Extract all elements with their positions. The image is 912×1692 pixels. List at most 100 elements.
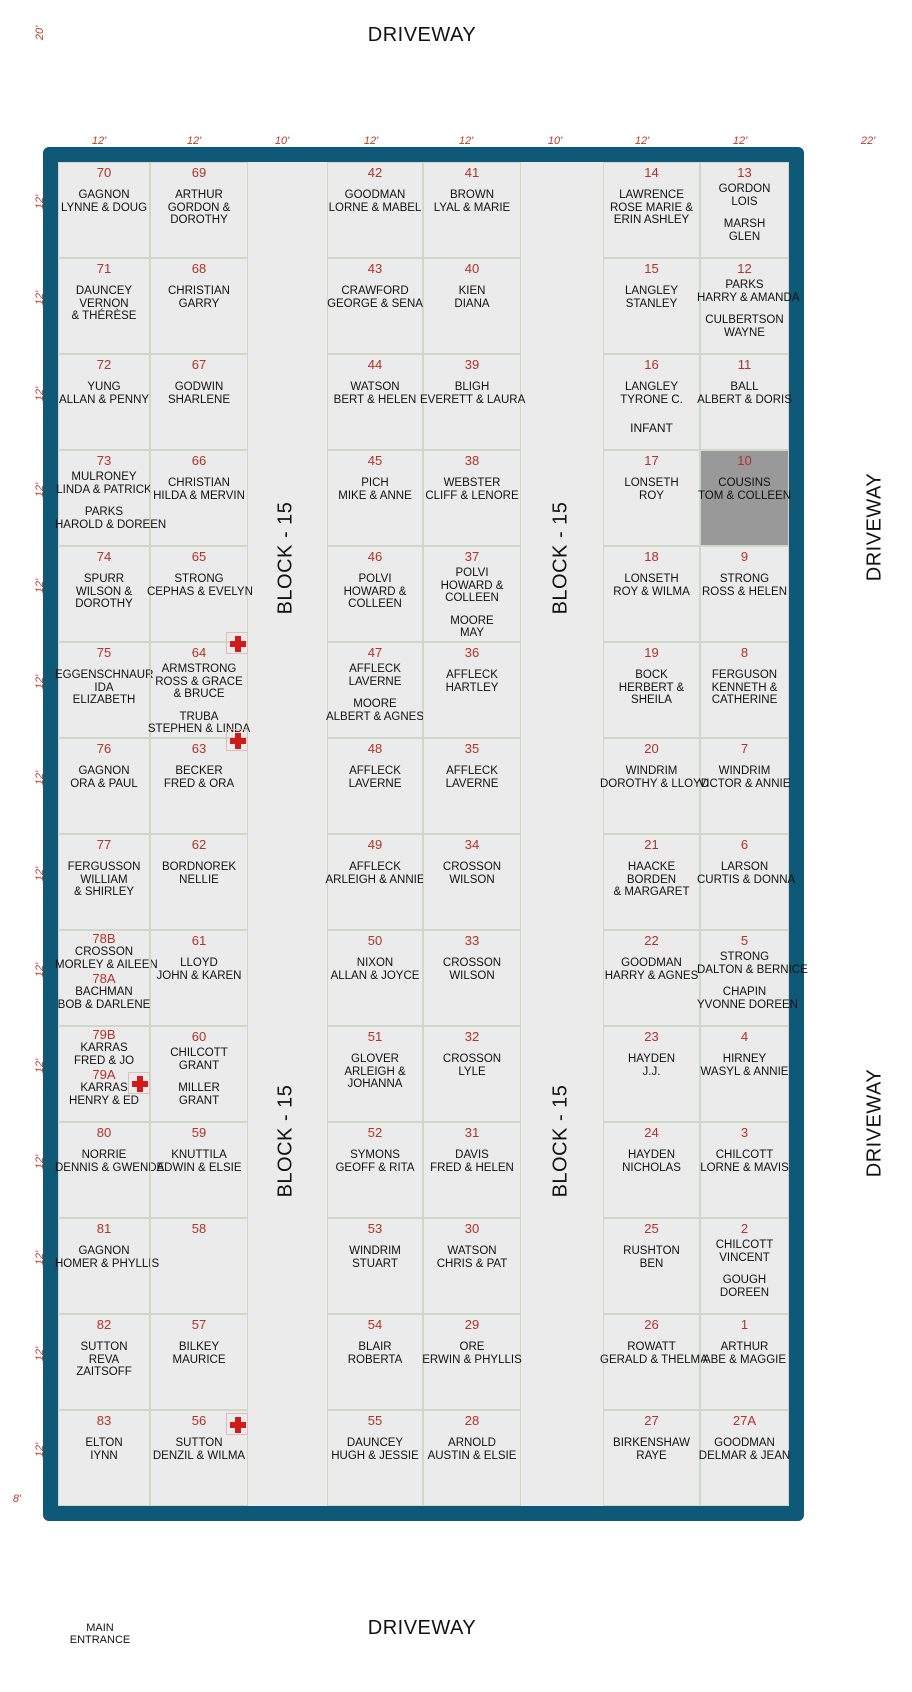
occupant-name: ORA & PAUL (70, 777, 138, 790)
occupant-name: GOODMAN (714, 1437, 775, 1449)
plot-26: 26 ROWATT GERALD & THELMA (600, 1314, 708, 1410)
plot-occupants: POLVI HOWARD & COLLEEN (324, 573, 426, 611)
plot-occupants: SUTTON DENZIL & WILMA (147, 1437, 251, 1462)
plot-22: 22 GOODMAN HARRY & AGNES (603, 930, 700, 1026)
plot-5: 5 STRONG DALTON & BERNICE CHAPIN YVONNE DORE… (697, 930, 808, 1026)
occupant-name: LYNNE & DOUG (60, 201, 148, 214)
occupant-name: DOROTHY (75, 598, 133, 610)
plot-69: 69 ARTHUR GORDON & DOROTHY (150, 162, 248, 258)
occupant-name: ROWATT (627, 1341, 676, 1353)
plot-number: 62 (191, 837, 207, 852)
driveway-bottom-label: DRIVEWAY (367, 1617, 477, 1639)
plot-number: 7 (740, 741, 749, 756)
occupant-name: WINDRIM (349, 1245, 401, 1257)
plot-occupants: BECKER FRED & ORA (147, 765, 251, 790)
plot-number: 64 (191, 645, 207, 660)
occupant-name: COUSINS (718, 477, 771, 489)
plot-occupants: PARKS HARRY & AMANDA CULBERTSON WAYNE (697, 279, 800, 339)
occupant-name: CRAWFORD (341, 285, 409, 297)
plot-occupants: ARMSTRONG ROSS & GRACE & BRUCE TRUBA STEPHEN… (147, 663, 251, 736)
plot-number: 47 (367, 645, 383, 660)
plot-number: 16 (644, 357, 659, 372)
occupant-name: GEOFF & RITA (335, 1161, 415, 1174)
occupant-name: ELIZABETH (72, 694, 136, 706)
plot-67: 67 GODWIN SHARLENE (150, 354, 248, 450)
plot-21: 21 HAACKE BORDEN & MARGARET (603, 834, 700, 930)
occupant-name: SUTTON (175, 1437, 223, 1449)
plot-number: 61 (191, 933, 207, 948)
plot-number: 76 (96, 741, 112, 756)
plot-71: 71 DAUNCEY VERNON & THÉRÈSE (58, 258, 150, 354)
plot-occupants: BLIGH EVERETT & LAURA (420, 381, 525, 406)
plot-number: 8 (740, 645, 749, 660)
occupant-name: HARRY & AMANDA (697, 291, 800, 304)
occupant-name: HILDA & MERVIN (153, 489, 245, 502)
plot-occupants: AFFLECK ARLEIGH & ANNIE (324, 861, 426, 886)
occupant-name: WILSON (449, 969, 495, 982)
plot-occupants: PICH MIKE & ANNE (324, 477, 426, 502)
occupant-name: FRED & ORA (163, 777, 235, 790)
plot-number-primary: 78B (92, 931, 116, 946)
occupant-name: GAGNON (78, 1245, 130, 1257)
plot-number: 75 (96, 645, 112, 660)
plot-56: 56 SUTTON DENZIL & WILMA (150, 1410, 248, 1506)
plot-40: 40 KIEN DIANA (423, 258, 521, 354)
plot-75: 75 EGGENSCHNAUR IDA ELIZABETH (55, 642, 153, 738)
plot-58: 58 (150, 1218, 248, 1314)
occupant-name: DALTON & BERNICE (697, 963, 808, 976)
occupant-name: LYAL & MARIE (433, 201, 511, 214)
occupant-name: BECKER (175, 765, 223, 777)
plot-occupants: SYMONS GEOFF & RITA (324, 1149, 426, 1174)
plot-32: 32 CROSSON LYLE (423, 1026, 521, 1122)
occupant-name: GOUGH (722, 1274, 767, 1286)
plot-occupants: AFFLECK HARTLEY (420, 669, 524, 694)
plot-24: 24 HAYDEN NICHOLAS (603, 1122, 700, 1218)
occupant-name: HAYDEN (627, 1149, 676, 1161)
occupant-name: MAY (459, 627, 485, 639)
plot-number: 15 (644, 261, 659, 276)
block-label-upper-right: BLOCK - 15 (549, 501, 572, 615)
occupant-name: WEBSTER (443, 477, 501, 489)
occupant-name: CROSSON (74, 946, 134, 958)
occupant-name: REVA (88, 1353, 120, 1366)
plot-occupants: ORE ERWIN & PHYLLIS (420, 1341, 524, 1366)
occupant-name: CROSSON (442, 1053, 502, 1065)
plot-occupants: GODWIN SHARLENE (147, 381, 251, 406)
plot-occupants: DAUNCEY VERNON & THÉRÈSE (55, 285, 153, 323)
plot-number: 38 (464, 453, 480, 468)
occupant-name: CHILCOTT (715, 1239, 774, 1251)
plot-8: 8 FERGUSON KENNETH & CATHERINE (700, 642, 789, 738)
plot-72: 72 YUNG ALLAN & PENNY (58, 354, 150, 450)
plot-occupants: GOODMAN HARRY & AGNES (600, 957, 703, 982)
occupant-name: BALL (730, 381, 759, 393)
plot-number: 25 (644, 1221, 659, 1236)
occupant-name: GEORGE & SENA (327, 297, 423, 310)
plot-occupants: ARTHUR GORDON & DOROTHY (147, 189, 251, 227)
occupant-name: ZAITSOFF (76, 1366, 132, 1378)
occupant-name: GERALD & THELMA (600, 1353, 708, 1366)
plot-37: 37 POLVI HOWARD & COLLEEN MOORE MAY (423, 546, 521, 642)
plot-occupants: BIRKENSHAW RAYE (600, 1437, 703, 1462)
plot-number: 49 (367, 837, 383, 852)
plot-42: 42 GOODMAN LORNE & MABEL (327, 162, 423, 258)
plot-60: 60 CHILCOTT GRANT MILLER GRANT (150, 1026, 248, 1122)
occupant-name: KENNETH & (711, 681, 778, 694)
occupant-name: KIEN (458, 285, 486, 297)
plot-12: 12 PARKS HARRY & AMANDA CULBERTSON WAYNE (697, 258, 800, 354)
occupant-name: DENZIL & WILMA (152, 1449, 246, 1462)
plot-6: 6 LARSON CURTIS & DONNA (697, 834, 795, 930)
plot-occupants: YUNG ALLAN & PENNY (55, 381, 153, 406)
plot-occupants: BORDNOREK NELLIE (147, 861, 251, 886)
occupant-name: PARKS (84, 506, 124, 518)
occupant-name: LONSETH (624, 573, 679, 585)
plot-number: 58 (191, 1221, 207, 1236)
plot-occupants: SUTTON REVA ZAITSOFF (55, 1341, 153, 1379)
occupant-name: GOODMAN (344, 189, 406, 201)
occupant-name: WATSON (447, 1245, 497, 1257)
plot-number: 22 (644, 933, 659, 948)
occupant-name: GAGNON (78, 189, 130, 201)
driveway-right-upper-label: DRIVEWAY (863, 472, 886, 582)
occupant-name: MOORE (353, 698, 397, 710)
occupant-name: HOWARD & (343, 585, 407, 598)
plot-number: 35 (464, 741, 480, 756)
